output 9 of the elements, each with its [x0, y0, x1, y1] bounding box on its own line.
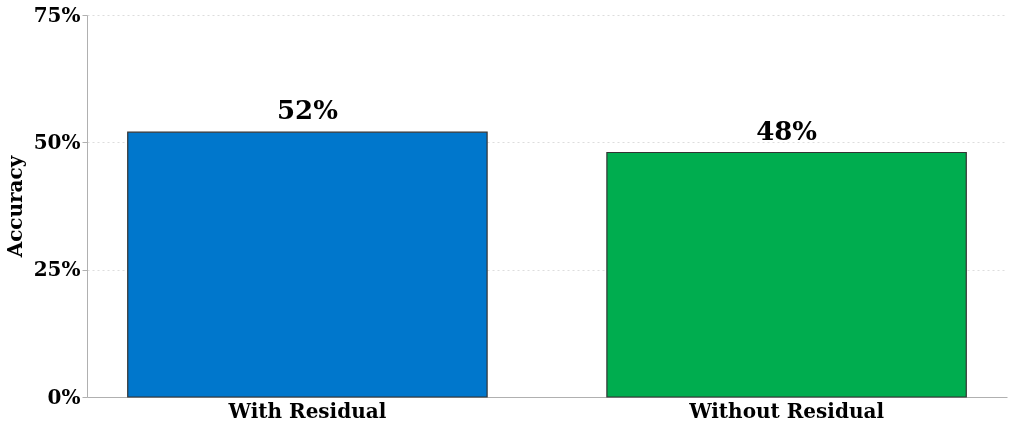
y-tick-label: 0% [47, 384, 81, 409]
data-label: 48% [756, 115, 818, 146]
y-tick-label: 50% [33, 129, 81, 154]
data-label: 52% [276, 95, 339, 126]
y-axis-title: Accuracy [2, 154, 27, 259]
y-tick-label: 25% [33, 257, 81, 282]
y-tick-label: 75% [33, 2, 81, 27]
x-tick-label: Without Residual [688, 398, 885, 423]
x-tick-label: With Residual [227, 398, 387, 423]
